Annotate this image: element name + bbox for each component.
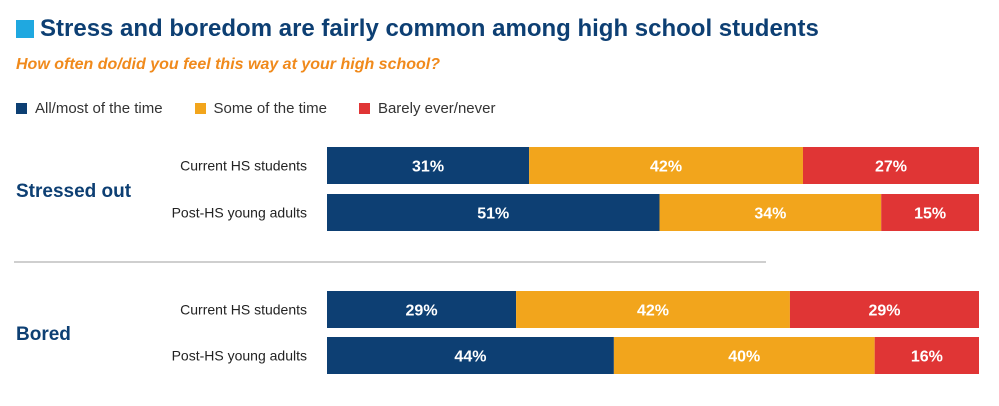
bar-segment	[327, 291, 517, 328]
chart-subtitle: How often do/did you feel this way at yo…	[16, 56, 441, 73]
row-label: Post-HS young adults	[172, 205, 307, 221]
title-accent-square	[16, 20, 34, 38]
bar-segment	[613, 337, 875, 374]
bar-segment	[529, 147, 803, 184]
row-label: Post-HS young adults	[172, 348, 307, 364]
bar-segment	[516, 291, 790, 328]
bar-segment	[659, 194, 882, 231]
row-label: Current HS students	[180, 158, 307, 174]
data-label: 29%	[868, 303, 900, 320]
bar-segment	[327, 337, 614, 374]
data-label: 40%	[728, 349, 760, 366]
bar-segment	[802, 147, 979, 184]
legend-label: Barely ever/never	[377, 100, 496, 117]
chart-title: Stress and boredom are fairly common amo…	[40, 15, 819, 42]
data-label: 27%	[875, 159, 907, 176]
bar-segment	[789, 291, 979, 328]
data-label: 15%	[914, 206, 946, 223]
legend-swatch	[358, 103, 370, 114]
group-label: Bored	[16, 324, 71, 345]
legend-swatch	[194, 103, 206, 114]
row-label: Current HS students	[180, 302, 307, 318]
data-label: 29%	[406, 303, 438, 320]
bar-segment	[874, 337, 979, 374]
legend-item: Some of the time	[194, 100, 327, 117]
data-label: 16%	[911, 349, 943, 366]
legend-swatch	[16, 103, 27, 114]
bar-segment	[881, 194, 979, 231]
data-label: 42%	[650, 159, 682, 176]
legend: All/most of the time Some of the time Bare…	[16, 100, 528, 117]
legend-label: Some of the time	[213, 100, 327, 117]
data-label: 44%	[454, 349, 486, 366]
data-label: 31%	[412, 159, 444, 176]
legend-label: All/most of the time	[35, 100, 163, 117]
bar-segment	[327, 147, 530, 184]
legend-item: Barely ever/never	[358, 100, 496, 117]
title-row: Stress and boredom are fairly common amo…	[16, 15, 819, 43]
data-label: 42%	[637, 303, 669, 320]
bar-segment	[327, 194, 660, 231]
data-label: 51%	[477, 206, 509, 223]
group-label: Stressed out	[16, 181, 132, 202]
data-label: 34%	[754, 206, 786, 223]
legend-item: All/most of the time	[16, 100, 163, 117]
